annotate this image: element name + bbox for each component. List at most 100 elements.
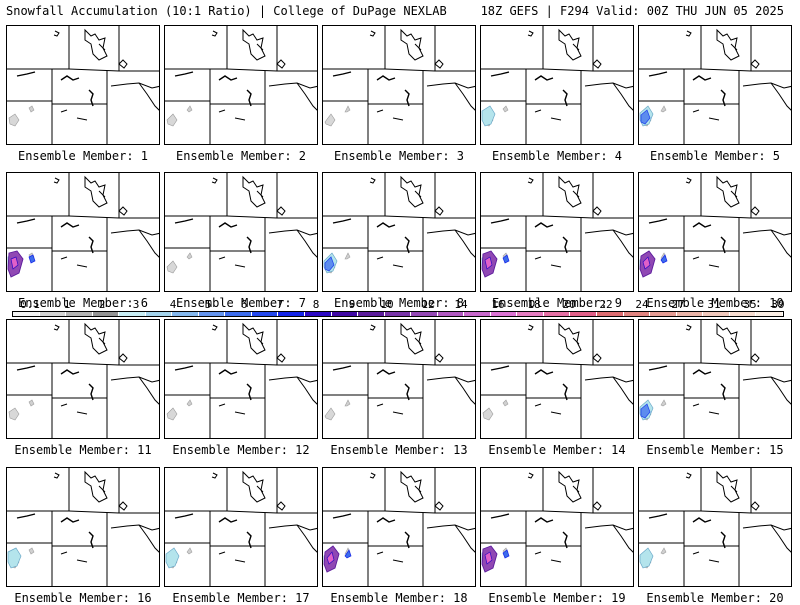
- colorbar-label: 1: [63, 298, 71, 311]
- colorbar-label: 20: [562, 298, 576, 311]
- ensemble-member-map: [6, 172, 160, 292]
- snowfall-shading: [324, 399, 351, 421]
- colorbar-swatch: [411, 312, 438, 316]
- snowfall-shading: [639, 250, 668, 278]
- ensemble-member-map: [6, 467, 160, 587]
- base-map: [323, 173, 475, 291]
- ensemble-member-map: [638, 25, 792, 145]
- colorbar-label: 24: [635, 298, 649, 311]
- colorbar-label: 35: [743, 298, 757, 311]
- ensemble-member-map: [164, 25, 318, 145]
- colorbar-swatch: [66, 312, 93, 316]
- colorbar-swatch: [756, 312, 783, 316]
- base-map: [639, 26, 791, 144]
- ensemble-member-map: [322, 172, 476, 292]
- base-map: [481, 468, 633, 586]
- base-map: [323, 468, 475, 586]
- ensemble-member-caption: Ensemble Member: 20: [646, 591, 784, 605]
- snowfall-shading: [482, 399, 509, 421]
- ensemble-member-caption: Ensemble Member: 4: [491, 149, 623, 163]
- colorbar-label: 10: [380, 298, 394, 311]
- colorbar-label: 16: [491, 298, 505, 311]
- base-map: [481, 320, 633, 438]
- colorbar-swatch: [570, 312, 598, 316]
- snowfall-shading: [481, 545, 510, 573]
- base-map: [481, 26, 633, 144]
- base-map: [7, 26, 159, 144]
- snowfall-shading: [323, 252, 351, 274]
- colorbar-label: 4: [169, 298, 177, 311]
- colorbar-swatch: [650, 312, 677, 316]
- snowfall-colorbar: 0.1 1 2 3 4 5 6 7 8 9 10 12 14 16 18 20 22 24 27 31 35 39: [12, 298, 785, 318]
- colorbar-swatches: [12, 311, 784, 317]
- colorbar-swatch: [517, 312, 544, 316]
- snowfall-shading: [8, 105, 35, 127]
- colorbar-swatch: [358, 312, 385, 316]
- colorbar-swatch: [251, 312, 279, 316]
- ensemble-member-map: [6, 25, 160, 145]
- base-map: [639, 468, 791, 586]
- snowfall-shading: [166, 399, 193, 421]
- ensemble-member-map: [480, 172, 634, 292]
- ensemble-member-map: [164, 467, 318, 587]
- snowfall-shading: [324, 105, 351, 127]
- ensemble-member-map: [638, 172, 792, 292]
- colorbar-swatch: [676, 312, 704, 316]
- ensemble-member-caption: Ensemble Member: 18: [330, 591, 468, 605]
- ensemble-member-caption: Ensemble Member: 16: [14, 591, 152, 605]
- ensemble-member-caption: Ensemble Member: 19: [488, 591, 626, 605]
- snowfall-shading: [639, 105, 667, 127]
- colorbar-label: 12: [421, 298, 435, 311]
- colorbar-swatch: [198, 312, 226, 316]
- base-map: [323, 26, 475, 144]
- model-run-info: 18Z GEFS | F294 Valid: 00Z THU JUN 05 20…: [480, 4, 784, 18]
- colorbar-swatch: [490, 312, 518, 316]
- ensemble-member-map: [164, 319, 318, 439]
- ensemble-member-map: [322, 25, 476, 145]
- colorbar-label: 3: [132, 298, 140, 311]
- ensemble-member-caption: Ensemble Member: 5: [649, 149, 781, 163]
- base-map: [481, 173, 633, 291]
- colorbar-label: 39: [771, 298, 785, 311]
- ensemble-member-caption: Ensemble Member: 10: [646, 296, 784, 310]
- ensemble-member-map: [322, 467, 476, 587]
- base-map: [7, 173, 159, 291]
- ensemble-member-map: [480, 467, 634, 587]
- colorbar-label: 22: [599, 298, 613, 311]
- colorbar-swatch: [464, 312, 491, 316]
- colorbar-label: 7: [276, 298, 284, 311]
- colorbar-swatch: [119, 312, 146, 316]
- base-map: [7, 468, 159, 586]
- colorbar-swatch: [39, 312, 67, 316]
- base-map: [165, 468, 317, 586]
- base-map: [323, 320, 475, 438]
- colorbar-swatch: [384, 312, 412, 316]
- snowfall-shading: [481, 250, 510, 278]
- colorbar-swatch: [597, 312, 624, 316]
- snowfall-shading: [166, 105, 193, 127]
- ensemble-member-caption: Ensemble Member: 3: [333, 149, 465, 163]
- ensemble-member-map: [6, 319, 160, 439]
- colorbar-label: 8: [312, 298, 320, 311]
- colorbar-swatch: [172, 312, 199, 316]
- colorbar-label: 5: [204, 298, 212, 311]
- ensemble-member-map: [480, 25, 634, 145]
- snowfall-shading: [8, 399, 35, 421]
- colorbar-label: 18: [527, 298, 541, 311]
- colorbar-swatch: [729, 312, 757, 316]
- colorbar-swatch: [225, 312, 252, 316]
- colorbar-swatch: [305, 312, 332, 316]
- ensemble-member-map: [638, 319, 792, 439]
- colorbar-label: 2: [98, 298, 106, 311]
- ensemble-member-caption: Ensemble Member: 14: [488, 443, 626, 457]
- snowfall-shading: [166, 252, 193, 274]
- base-map: [7, 320, 159, 438]
- snowfall-shading: [323, 545, 352, 573]
- snowfall-shading: [165, 547, 193, 569]
- ensemble-member-map: [638, 467, 792, 587]
- base-map: [639, 173, 791, 291]
- colorbar-label: 27: [671, 298, 685, 311]
- ensemble-member-caption: Ensemble Member: 9: [491, 296, 623, 310]
- colorbar-label: 14: [454, 298, 468, 311]
- colorbar-swatch: [92, 312, 120, 316]
